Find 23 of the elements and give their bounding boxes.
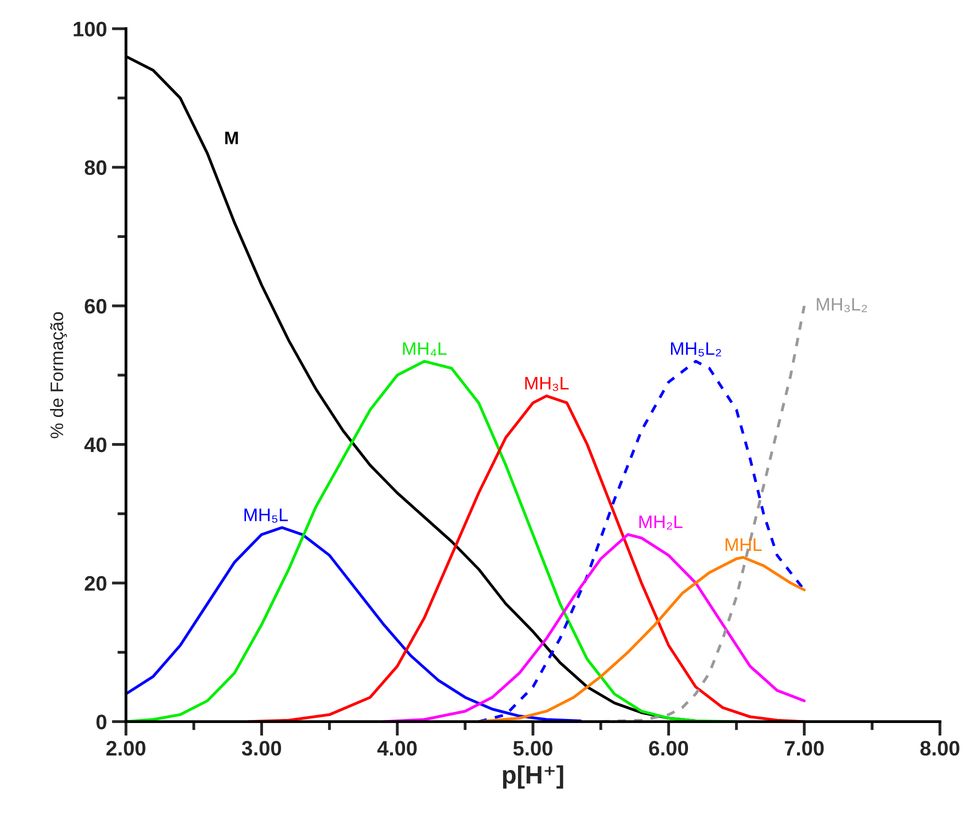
y-axis-title: % de Formação [50,312,67,438]
x-tick-label: 3.00 [242,740,282,756]
series-label: MH₅L [244,508,288,523]
series-label: MH₃L [525,376,569,392]
series-label: MH₂L [639,516,682,530]
x-tick-label: 6.00 [649,740,688,756]
y-tick-label: 40 [84,437,106,452]
y-tick-label: 60 [84,298,106,314]
x-tick-label: 2.00 [106,740,146,756]
x-tick-label: 8.00 [920,740,960,756]
series-label: MHL [726,538,762,551]
y-tick-label: 80 [84,160,106,176]
x-tick-label: 4.00 [377,740,417,756]
series-label: MH₄L [403,342,447,356]
series-label: M [225,132,238,144]
series-label: MH₃L₂ [816,298,867,312]
series-label: MH₅L₂ [671,342,722,356]
y-tick-label: 0 [96,714,106,730]
x-tick-label: 7.00 [784,740,824,756]
y-tick-label: 100 [74,22,106,36]
y-tick-label: 20 [84,576,106,591]
x-tick-label: 5.00 [513,740,552,756]
x-axis-title: p[H⁺] [503,765,564,789]
